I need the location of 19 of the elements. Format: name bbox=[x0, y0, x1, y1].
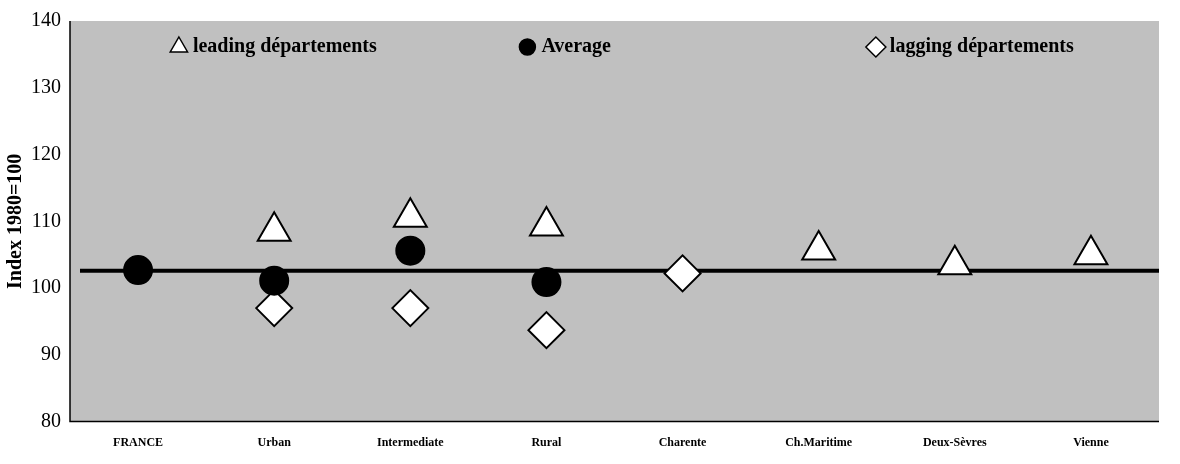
x-tick-label: FRANCE bbox=[113, 434, 164, 449]
y-tick-label: 120 bbox=[31, 141, 61, 164]
y-tick-label: 110 bbox=[31, 208, 61, 231]
y-tick-label: 140 bbox=[31, 8, 61, 31]
x-tick-label: Urban bbox=[257, 434, 292, 449]
y-axis-title: Index 1980=100 bbox=[3, 153, 26, 289]
legend-label: Average bbox=[541, 34, 612, 58]
x-tick-label: Deux-Sèvres bbox=[922, 434, 988, 449]
x-tick-label: Ch.Maritime bbox=[785, 434, 853, 449]
y-tick-label: 130 bbox=[31, 75, 61, 98]
legend-label: lagging départements bbox=[889, 34, 1074, 58]
x-tick-label: Intermediate bbox=[376, 434, 445, 449]
y-tick-label: 90 bbox=[41, 342, 61, 365]
x-tick-label: Vienne bbox=[1073, 434, 1110, 449]
y-tick-label: 80 bbox=[41, 408, 61, 431]
x-tick-label: Charente bbox=[658, 434, 708, 449]
legend-label: leading départements bbox=[192, 34, 377, 58]
y-tick-label: 100 bbox=[31, 275, 61, 298]
x-tick-label: Rural bbox=[531, 434, 563, 449]
